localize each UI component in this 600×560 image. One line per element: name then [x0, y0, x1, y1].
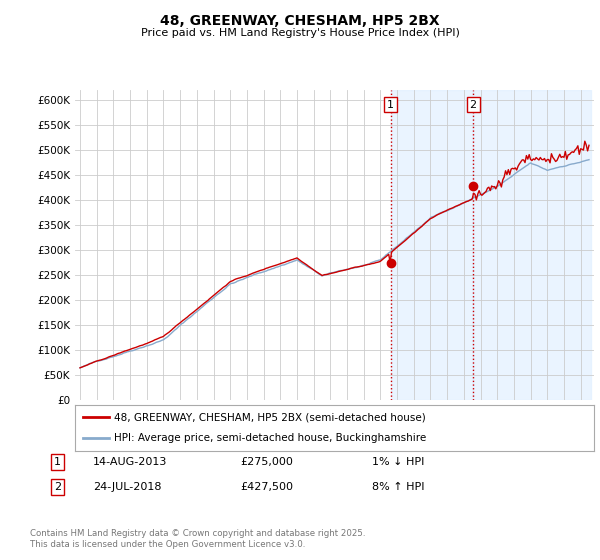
Bar: [473, 90, 590, 400]
Text: HPI: Average price, semi-detached house, Buckinghamshire: HPI: Average price, semi-detached house,…: [114, 433, 426, 444]
Text: 14-AUG-2013: 14-AUG-2013: [93, 457, 167, 467]
Text: 1: 1: [54, 457, 61, 467]
Text: 48, GREENWAY, CHESHAM, HP5 2BX (semi-detached house): 48, GREENWAY, CHESHAM, HP5 2BX (semi-det…: [114, 412, 425, 422]
Text: 24-JUL-2018: 24-JUL-2018: [93, 482, 161, 492]
Text: 1: 1: [387, 100, 394, 110]
Text: £427,500: £427,500: [240, 482, 293, 492]
Text: 8% ↑ HPI: 8% ↑ HPI: [372, 482, 425, 492]
Text: Price paid vs. HM Land Registry's House Price Index (HPI): Price paid vs. HM Land Registry's House …: [140, 28, 460, 38]
Text: £275,000: £275,000: [240, 457, 293, 467]
Text: 2: 2: [470, 100, 477, 110]
Text: Contains HM Land Registry data © Crown copyright and database right 2025.
This d: Contains HM Land Registry data © Crown c…: [30, 529, 365, 549]
Text: 1% ↓ HPI: 1% ↓ HPI: [372, 457, 424, 467]
Text: 48, GREENWAY, CHESHAM, HP5 2BX: 48, GREENWAY, CHESHAM, HP5 2BX: [160, 14, 440, 28]
Bar: [391, 90, 473, 400]
Text: 2: 2: [54, 482, 61, 492]
